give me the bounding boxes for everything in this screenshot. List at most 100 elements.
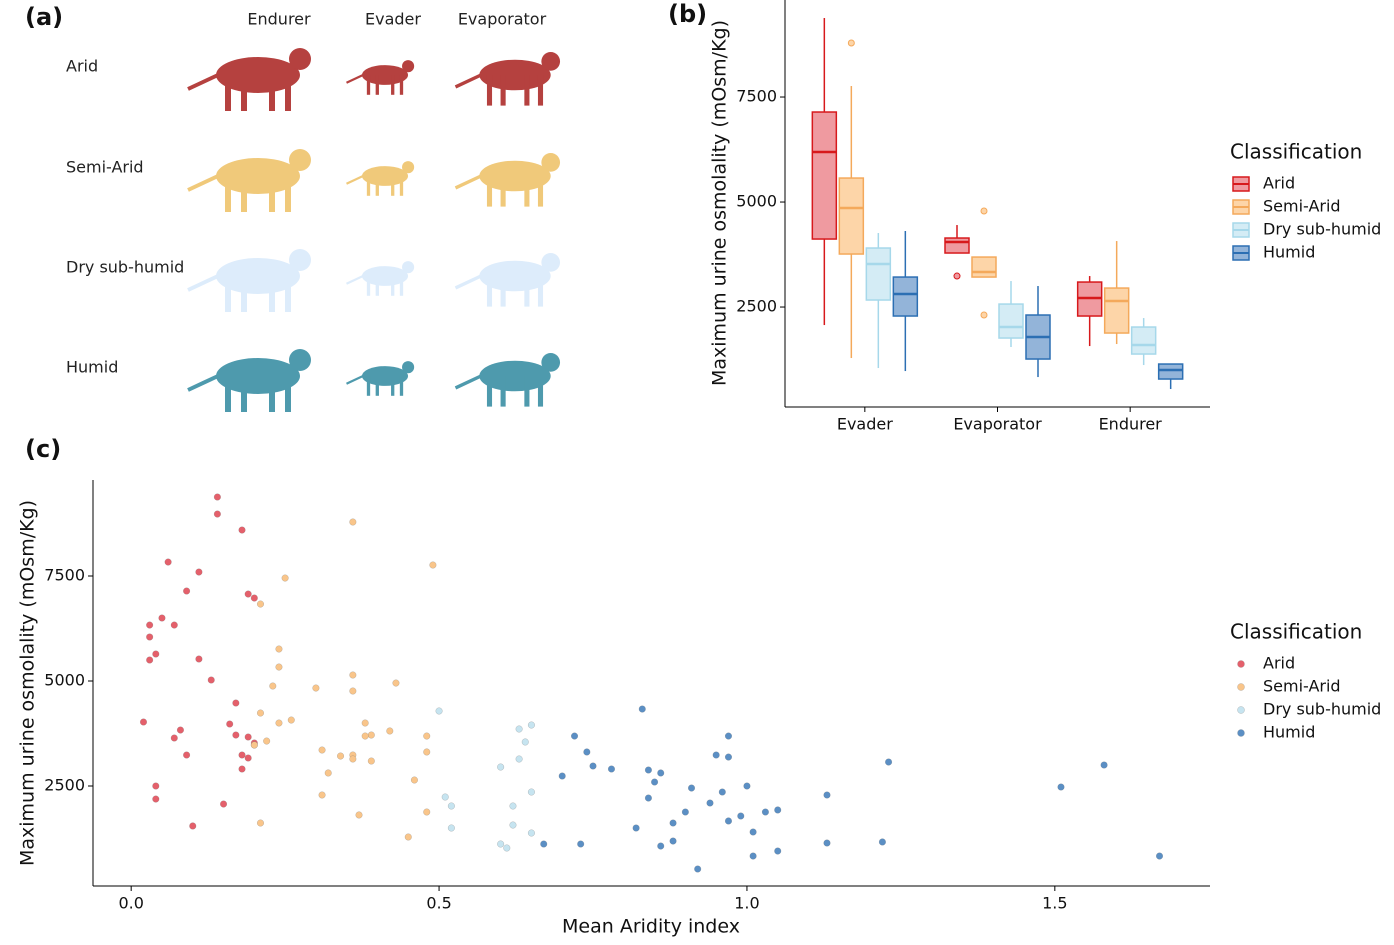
point [256,819,265,827]
silhouette [486,276,493,307]
silhouette [479,260,551,292]
y-tick-label: 2500 [736,297,777,316]
point [232,699,240,707]
point [146,656,154,664]
silhouette [402,361,415,374]
silhouette [216,158,300,194]
point [724,753,733,761]
point [823,839,831,847]
silhouette [454,73,482,89]
silhouette [187,374,219,392]
silhouette [187,274,219,292]
legend-label: Dry sub-humid [1263,700,1381,719]
point [158,614,166,622]
point [570,732,579,740]
point [275,645,283,653]
silhouette [346,175,364,185]
point [1057,783,1065,791]
point [694,865,702,873]
silhouette [361,166,409,186]
y-tick-label: 7500 [736,87,777,106]
point [256,600,265,608]
point [244,754,252,762]
silhouette [391,376,395,396]
y-tick-label: 7500 [44,566,85,585]
row-label: Semi-Arid [66,158,144,177]
point [509,821,517,829]
point [238,751,246,759]
point [287,716,295,724]
silhouette [402,261,415,274]
point [164,558,172,566]
point [447,802,455,810]
point [349,755,357,763]
outlier [980,311,988,319]
silhouette [361,65,409,85]
silhouette [366,376,371,396]
x-axis-title: Mean Aridity index [562,916,740,938]
point [423,808,431,816]
box [865,247,892,301]
silhouette [537,176,544,207]
silhouette [216,258,300,294]
point [349,687,357,695]
point [250,741,258,749]
point [527,829,535,837]
point [207,676,215,684]
x-tick-label: 1.0 [734,894,759,913]
panel-label: (a) [25,3,63,31]
y-axis-title: Maximum urine osmolality (mOsm/Kg) [17,500,39,866]
point [761,808,769,816]
point [244,590,252,598]
point [238,765,246,773]
point [558,772,566,780]
silhouette [500,376,506,407]
point [497,763,505,771]
column-label: Endurer [247,10,311,29]
silhouette [241,176,247,212]
box [892,276,919,317]
silhouette [225,276,231,312]
x-tick-label: 0.5 [426,894,451,913]
legend-label: Semi-Arid [1263,677,1341,696]
silhouette [375,75,379,95]
point [749,828,757,836]
silhouette [391,176,395,196]
x-tick-label: Evaporator [953,415,1042,434]
point [238,526,246,534]
silhouette [541,153,561,172]
row-label: Arid [66,57,98,76]
point [183,751,191,759]
point [718,788,726,796]
point [213,493,221,501]
point [146,633,154,641]
box [1157,363,1184,380]
silhouette [524,75,530,106]
point [367,731,375,739]
point [669,837,677,845]
silhouette [269,176,275,212]
point [669,819,677,827]
silhouette [285,176,291,212]
silhouette [541,52,561,71]
point [275,663,283,671]
silhouette [361,266,409,286]
silhouette [366,176,371,196]
point [724,732,733,740]
box [838,177,865,255]
point [657,769,665,777]
x-tick-label: Evader [837,415,893,434]
silhouette [346,375,364,385]
point [878,838,886,846]
point [170,734,178,742]
point [712,751,720,759]
box [944,237,970,254]
point [170,621,178,629]
point [743,782,751,790]
point [183,587,191,595]
point [410,776,418,784]
silhouette [241,75,247,111]
silhouette [500,176,506,207]
